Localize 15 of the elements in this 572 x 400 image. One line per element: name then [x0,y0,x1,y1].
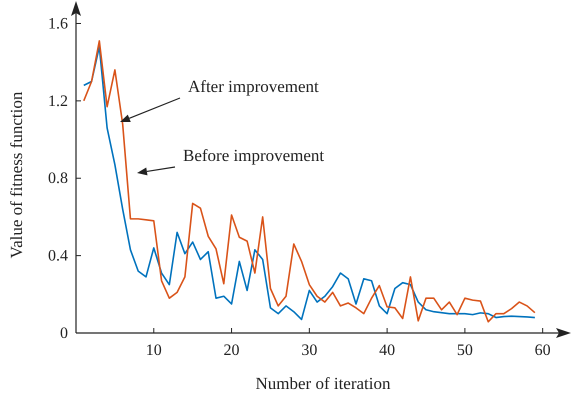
y-tick-label: 0.4 [48,248,68,265]
x-tick-label: 10 [146,342,162,359]
x-axis-title: Number of iteration [255,374,392,393]
y-tick-label: 0 [60,325,68,342]
x-tick-label: 20 [224,342,240,359]
annotation: After improvement [188,77,320,96]
y-tick-label: 1.2 [48,92,68,110]
y-tick-label: 0.8 [48,170,68,188]
y-tick-label: 1.6 [48,15,68,32]
x-tick-label: 60 [534,342,551,359]
x-tick-label: 30 [301,342,318,359]
y-axis-title: Value of fitness function [7,91,26,258]
x-tick-label: 40 [379,342,396,359]
annotation: Before improvement [183,146,324,165]
x-tick-label: 50 [456,342,473,359]
